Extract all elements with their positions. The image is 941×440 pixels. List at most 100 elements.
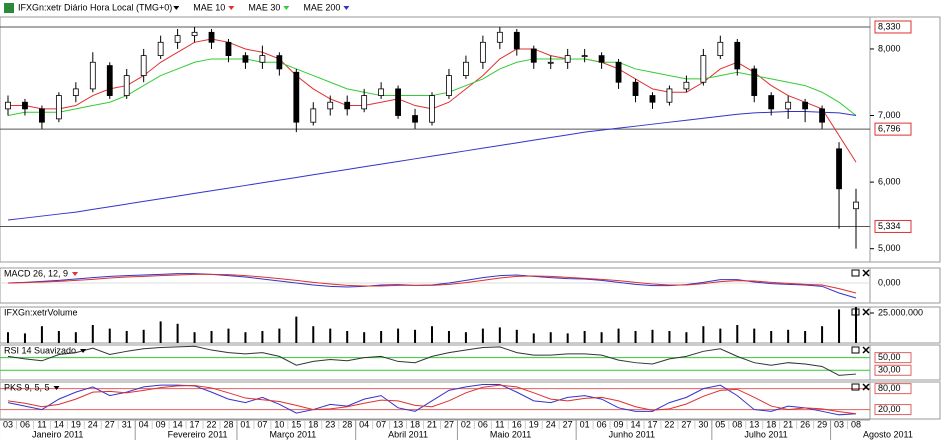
volume-bar — [346, 331, 349, 343]
tick-box — [874, 404, 912, 416]
candle-body — [39, 108, 45, 123]
volume-bar — [651, 329, 654, 343]
volume-bar — [363, 332, 366, 343]
x-tick-label: 23 — [325, 419, 335, 429]
pane-frame — [0, 267, 941, 304]
candle-body — [310, 108, 317, 123]
volume-bar — [431, 326, 433, 343]
candle-body — [242, 55, 249, 63]
x-tick-label: 15 — [291, 419, 301, 429]
price-label: 5,334 — [878, 221, 901, 231]
candle-body — [649, 95, 656, 103]
x-tick-label: 18 — [308, 419, 318, 429]
volume-bar — [855, 307, 857, 343]
x-tick-label: 22 — [664, 419, 674, 429]
candle-body — [734, 41, 741, 70]
volume-bar — [447, 331, 450, 343]
legend-entry: MAE 10 — [193, 2, 225, 12]
indicator-line — [7, 345, 857, 376]
x-tick-label: 27 — [444, 419, 454, 429]
symbol-icon — [4, 3, 14, 13]
y-tick-label: 20,00 — [878, 404, 901, 414]
x-tick-label: 30 — [698, 419, 708, 429]
candle-body — [496, 31, 503, 43]
x-tick-label: 27 — [681, 419, 691, 429]
dropdown-arrow — [283, 6, 290, 10]
x-tick-label: 17 — [647, 419, 657, 429]
candle-body — [276, 55, 283, 70]
volume-bar — [414, 329, 417, 343]
volume-bar — [295, 316, 298, 343]
x-tick-label: 26 — [800, 419, 810, 429]
candle-body — [446, 75, 452, 96]
x-tick-label: 02 — [461, 419, 471, 429]
volume-bar — [838, 309, 841, 343]
volume-bar — [685, 332, 688, 343]
volume-bar — [583, 331, 586, 343]
y-tick-label: 0,000 — [878, 277, 901, 287]
candle-body — [123, 75, 130, 96]
candle-body — [412, 115, 418, 123]
x-tick-label: 19 — [529, 419, 539, 429]
x-tick-label: 01 — [240, 419, 250, 429]
dropdown-arrow — [72, 272, 79, 276]
volume-bar — [125, 331, 128, 343]
candle-body — [259, 55, 266, 63]
candle-body — [581, 55, 588, 58]
y-tick-label: 30,00 — [878, 365, 901, 375]
candle-body — [378, 88, 385, 96]
x-tick-label: 14 — [631, 419, 641, 429]
pane-frame — [0, 344, 941, 381]
candle-body — [564, 55, 571, 63]
month-label: Fevereiro 2011 — [168, 429, 228, 439]
x-tick-label: 08 — [851, 419, 861, 429]
x-tick-label: 22 — [207, 419, 217, 429]
x-tick-label: 03 — [3, 419, 13, 429]
close-icon — [862, 346, 870, 354]
x-tick-label: 16 — [512, 419, 522, 429]
volume-bar — [312, 326, 315, 343]
candle-body — [598, 55, 605, 63]
volume-bar — [481, 328, 484, 343]
pane-title: RSI 14 Suavizado — [4, 345, 76, 355]
candle-body — [463, 61, 469, 76]
volume-bar — [397, 328, 400, 343]
x-tick-label: 21 — [427, 419, 437, 429]
candle-body — [5, 101, 11, 110]
candle-body — [666, 88, 673, 103]
price-box — [874, 20, 912, 34]
x-tick-label: 06 — [478, 419, 488, 429]
month-label: Junho 2011 — [609, 429, 655, 439]
volume-bar — [329, 328, 332, 343]
x-tick-label: 19 — [71, 419, 81, 429]
volume-bar — [159, 321, 162, 343]
candle-body — [191, 31, 198, 37]
close-icon — [862, 383, 870, 391]
volume-bar — [753, 328, 756, 343]
x-tick-label: 03 — [834, 419, 844, 429]
volume-bar — [532, 333, 535, 343]
candle-body — [819, 108, 825, 123]
volume-bar — [770, 331, 773, 343]
volume-bar — [57, 331, 60, 343]
candle-body — [55, 95, 62, 120]
volume-bar — [566, 333, 569, 343]
x-tick-label: 18 — [766, 419, 776, 429]
candle-body — [479, 41, 486, 63]
tick-box — [874, 383, 912, 395]
volume-bar — [261, 331, 264, 343]
x-tick-label: 21 — [783, 419, 793, 429]
volume-bar — [787, 329, 790, 343]
month-label: Janeiro 2011 — [32, 429, 83, 439]
pane-frame — [0, 306, 941, 344]
candle-body — [395, 88, 401, 116]
volume-bar — [278, 328, 281, 343]
dropdown-arrow — [228, 6, 235, 10]
x-tick-label: 08 — [732, 419, 742, 429]
x-tick-label: 14 — [54, 419, 64, 429]
y-tick-label: 6,000 — [878, 176, 901, 186]
candle-body — [293, 71, 300, 123]
month-label: Maio 2011 — [490, 429, 531, 439]
volume-bar — [464, 332, 467, 343]
